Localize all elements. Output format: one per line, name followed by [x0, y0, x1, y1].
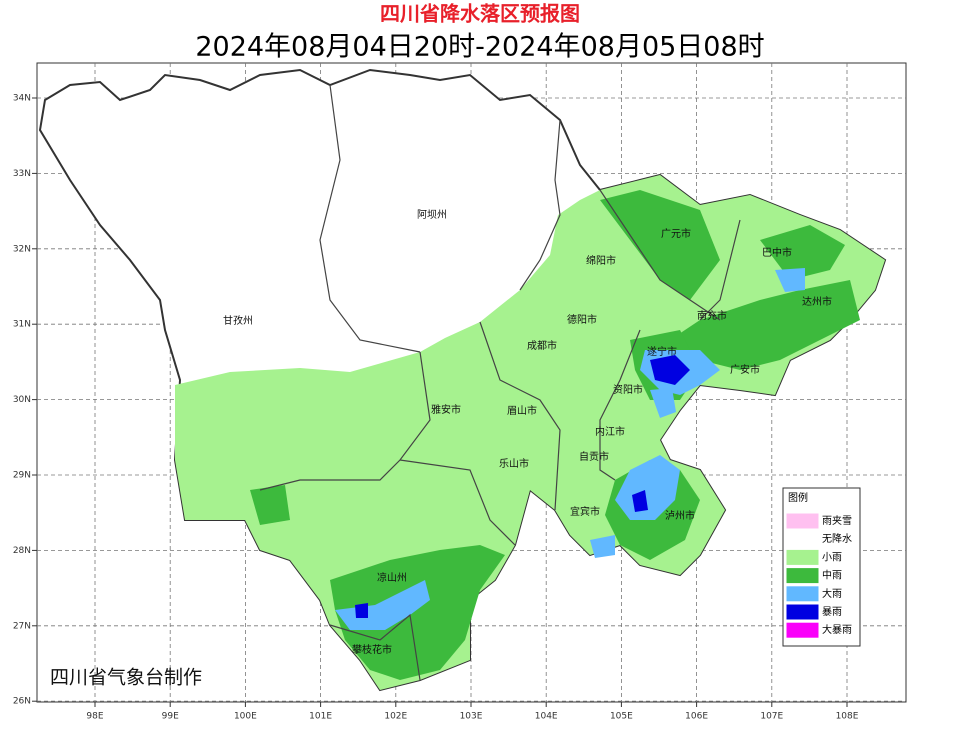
lat-tick-label: 29N [13, 471, 31, 481]
region-label: 雅安市 [431, 403, 461, 416]
region-label: 遂宁市 [647, 345, 677, 358]
region-label: 成都市 [527, 339, 557, 352]
region-label: 绵阳市 [586, 254, 616, 267]
region-label: 眉山市 [507, 404, 537, 417]
region-label: 广安市 [730, 363, 760, 376]
lat-tick-label: 34N [13, 94, 31, 104]
lat-tick-label: 31N [13, 320, 31, 330]
prefecture-boundaries [259, 84, 741, 681]
lon-tick-label: 102E [384, 712, 407, 722]
lat-tick-label: 33N [13, 169, 31, 179]
lon-tick-label: 98E [86, 712, 103, 722]
region-label: 达州市 [802, 295, 832, 308]
lon-tick-label: 101E [309, 712, 332, 722]
lon-tick-label: 106E [685, 712, 708, 722]
region-label: 甘孜州 [223, 314, 253, 327]
lon-tick-label: 105E [610, 712, 633, 722]
legend-swatch [786, 622, 819, 638]
legend-label: 中雨 [822, 569, 842, 582]
lat-tick-label: 30N [13, 395, 31, 405]
legend-swatch [786, 513, 819, 529]
lon-tick-label: 107E [760, 712, 783, 722]
lon-tick-label: 108E [836, 712, 859, 722]
legend-title: 图例 [788, 491, 808, 504]
legend-label: 大暴雨 [822, 623, 852, 636]
lon-tick-label: 99E [162, 712, 179, 722]
region-label: 攀枝花市 [352, 643, 392, 656]
region-label: 德阳市 [567, 313, 597, 326]
region-label: 乐山市 [499, 457, 529, 470]
region-label: 阿坝州 [417, 209, 447, 221]
region-label: 泸州市 [665, 509, 695, 522]
lat-tick-label: 28N [13, 546, 31, 556]
light-rain-area [175, 175, 885, 690]
rainstorm-area [355, 355, 690, 618]
region-label: 自贡市 [579, 450, 609, 463]
legend-label: 雨夹雪 [822, 514, 852, 527]
lat-tick-label: 27N [13, 621, 31, 631]
region-label: 巴中市 [762, 246, 792, 259]
moderate-rain-area [250, 190, 860, 680]
legend-swatch [786, 586, 819, 602]
region-label: 广元市 [661, 227, 691, 240]
region-label: 内江市 [595, 425, 625, 438]
legend-label: 小雨 [822, 551, 842, 563]
legend-label: 暴雨 [822, 606, 842, 618]
legend-swatch [786, 604, 819, 620]
lat-tick-label: 32N [13, 244, 31, 254]
heavy-rain-area [335, 268, 805, 630]
legend-box [782, 487, 861, 647]
legend-swatch [786, 549, 819, 565]
legend-swatch [786, 531, 819, 547]
subtitle: 2024年08月04日20时-2024年08月05日08时 [195, 32, 764, 63]
title: 四川省降水落区预报图 [380, 2, 580, 26]
legend-label: 无降水 [822, 532, 852, 545]
legend-label: 大雨 [822, 587, 842, 600]
region-label: 南充市 [697, 309, 727, 322]
region-label: 宜宾市 [570, 505, 600, 518]
lon-tick-label: 103E [460, 712, 483, 722]
legend-swatch [786, 568, 819, 584]
lat-tick-label: 26N [13, 697, 31, 707]
lon-tick-label: 104E [535, 712, 558, 722]
credit: 四川省气象台制作 [50, 667, 202, 689]
region-label: 资阳市 [613, 383, 643, 396]
region-label: 凉山州 [377, 571, 407, 584]
lon-tick-label: 100E [234, 712, 257, 722]
